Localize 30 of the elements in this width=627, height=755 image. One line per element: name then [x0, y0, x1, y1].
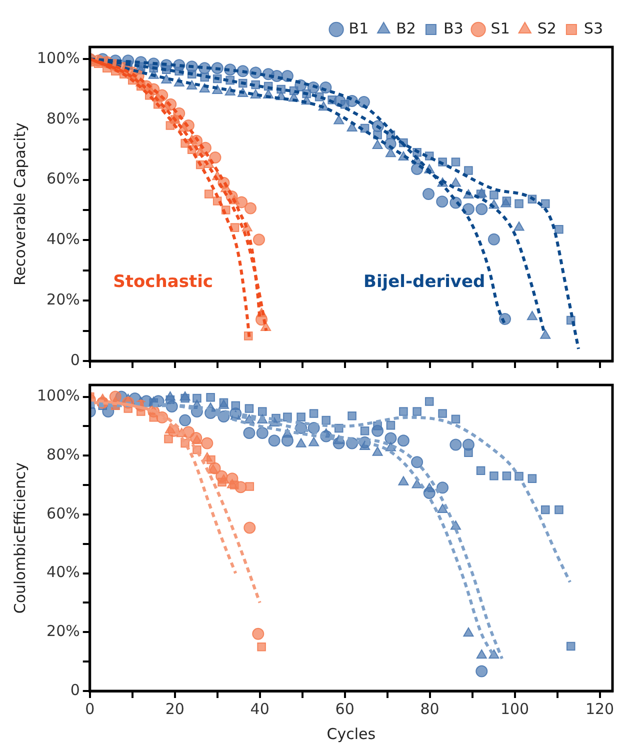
y-tick-label: 60%: [46, 504, 80, 522]
legend-label: B3: [443, 19, 464, 38]
y-tick-label: 80%: [46, 446, 80, 464]
legend-label: S2: [537, 19, 556, 38]
x-axis-title: Cycles: [326, 724, 376, 743]
y-axis-title: Recoverable Capacity: [10, 122, 29, 286]
legend-label: S1: [490, 19, 510, 38]
x-tick-label: 0: [85, 700, 95, 718]
x-tick-label: 20: [165, 700, 184, 718]
y-axis-title: CoulombicEfficiency: [10, 462, 29, 614]
y-tick-label: 40%: [46, 230, 80, 248]
y-tick-label: 20%: [46, 622, 80, 640]
legend-label: S3: [584, 19, 604, 38]
x-tick-label: 100: [500, 700, 530, 718]
annotation: Bijel-derived: [364, 272, 486, 292]
y-tick-label: 80%: [46, 109, 80, 128]
legend-label: B2: [396, 19, 416, 38]
y-tick-label: 60%: [46, 170, 80, 188]
x-tick-label: 60: [335, 700, 354, 718]
x-tick-label: 80: [420, 700, 440, 718]
y-tick-label: 100%: [36, 386, 80, 405]
x-tick-label: 120: [585, 700, 614, 718]
legend-label: B1: [348, 19, 369, 38]
y-tick-label: 20%: [46, 290, 80, 309]
y-tick-label: 100%: [36, 48, 80, 67]
annotation: Stochastic: [113, 272, 213, 292]
y-tick-label: 0: [70, 350, 80, 369]
x-tick-label: 40: [250, 700, 270, 718]
y-tick-label: 40%: [46, 563, 80, 582]
y-tick-label: 0: [70, 680, 80, 699]
